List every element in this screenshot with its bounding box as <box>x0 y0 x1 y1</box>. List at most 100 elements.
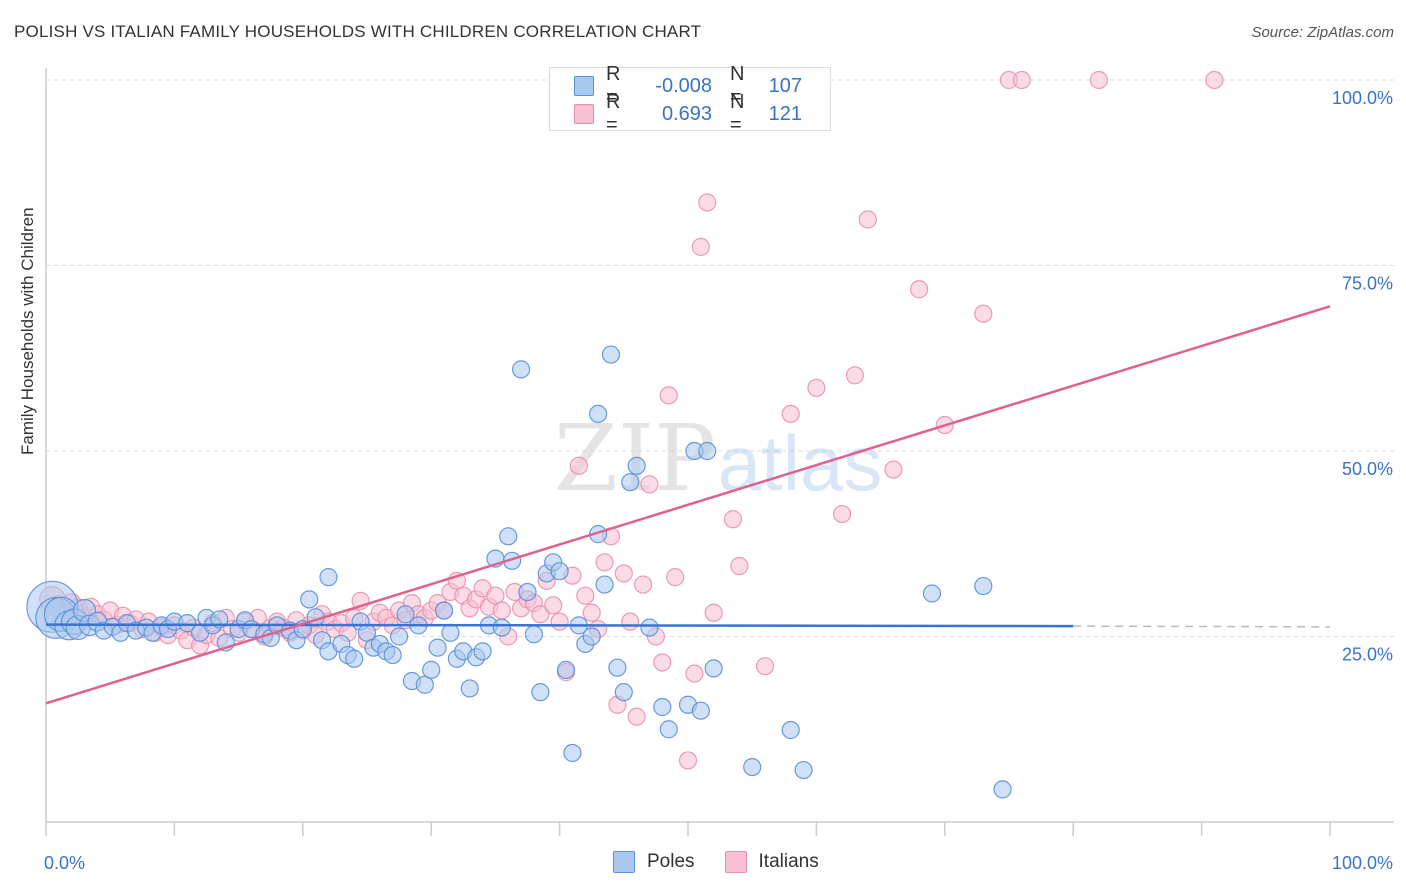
poles-legend-swatch <box>613 851 635 873</box>
poles-point <box>550 562 569 581</box>
italians-point <box>653 653 672 672</box>
poles-point <box>794 760 813 780</box>
poles-point <box>595 575 614 594</box>
poles-point <box>640 618 659 637</box>
r-value: -0.008 <box>655 74 712 97</box>
poles-point <box>511 360 531 379</box>
axes <box>45 68 1394 836</box>
correlation-legend: R = -0.008 N = 107 R = 0.693 N = 121 <box>549 63 831 136</box>
italians-legend-label: Italians <box>758 851 819 872</box>
poles-trend-extension <box>1073 625 1331 628</box>
poles-point <box>621 473 640 492</box>
n-value: 121 <box>768 102 802 125</box>
italians-point <box>704 603 723 622</box>
italians-trend-line <box>45 305 1331 705</box>
legend-row-poles: R = -0.008 N = 107 <box>574 63 802 108</box>
chart-source: Source: ZipAtlas.com <box>1251 24 1394 41</box>
italians-point <box>1205 70 1224 90</box>
italians-point <box>621 612 640 631</box>
n-label: N = <box>730 63 745 108</box>
n-value: 107 <box>768 74 802 97</box>
y-axis-label: Family Households with Children <box>18 207 37 455</box>
y-tick-label: 75.0% <box>1342 274 1393 294</box>
n-label: N = <box>730 91 745 136</box>
italians-legend-swatch <box>724 851 747 873</box>
poles-point <box>441 623 460 642</box>
italians-point <box>659 386 678 405</box>
italians-point <box>807 378 826 398</box>
italians-point <box>755 657 775 676</box>
r-label: R = <box>606 91 621 136</box>
italians-point <box>640 475 659 494</box>
italians-point <box>845 366 865 385</box>
poles-point <box>974 576 993 596</box>
poles-point <box>345 649 364 668</box>
italians-point <box>492 601 511 620</box>
poles-point <box>781 720 800 740</box>
poles-point <box>434 601 454 620</box>
legend-item-poles[interactable]: Poles <box>613 851 695 873</box>
italians-point <box>614 564 633 583</box>
italians-point <box>730 556 749 576</box>
poles-point <box>608 658 627 677</box>
poles-point <box>743 757 762 777</box>
poles-point <box>589 404 608 423</box>
poles-point <box>698 441 717 461</box>
poles-point <box>499 527 518 546</box>
poles-point <box>691 701 710 720</box>
y-tick-label: 25.0% <box>1342 645 1393 665</box>
italians-point <box>781 404 800 423</box>
italians-point <box>569 456 588 475</box>
poles-point <box>422 660 441 679</box>
y-tick-label: 50.0% <box>1342 459 1393 479</box>
poles-point <box>659 720 678 739</box>
poles-point <box>601 345 621 364</box>
r-label: R = <box>606 63 621 108</box>
poles-point <box>396 605 415 624</box>
poles-point <box>492 618 511 637</box>
italians-point <box>531 605 550 624</box>
italians-point <box>691 237 710 257</box>
grid-lines <box>46 79 1394 637</box>
poles-point <box>300 590 319 609</box>
watermark-atlas: atlas <box>718 419 883 507</box>
italians-point <box>666 568 685 587</box>
chart-title: POLISH VS ITALIAN FAMILY HOUSEHOLDS WITH… <box>14 22 702 41</box>
italians-point <box>544 596 563 615</box>
series-legend: Poles Italians <box>613 851 849 873</box>
poles-point <box>178 614 197 633</box>
poles-point <box>653 697 672 717</box>
poles-swatch <box>574 76 594 96</box>
tick-labels: 25.0% 50.0% 75.0% 100.0% 0.0% 100.0% <box>44 88 1393 873</box>
italians-point <box>698 193 717 212</box>
legend-item-italians[interactable]: Italians <box>724 851 819 873</box>
x-tick-label: 100.0% <box>1332 853 1393 873</box>
italians-swatch <box>574 104 594 124</box>
poles-point <box>922 584 942 603</box>
italians-point <box>1089 70 1108 90</box>
x-tick-label: 0.0% <box>44 853 85 873</box>
italians-point <box>858 210 877 229</box>
poles-point <box>518 582 537 602</box>
poles-point <box>627 456 646 475</box>
poles-point <box>473 642 492 661</box>
poles-point <box>428 638 447 657</box>
italians-point <box>910 280 929 299</box>
italians-point <box>884 460 903 479</box>
poles-point <box>319 568 338 587</box>
italians-point <box>1012 70 1031 90</box>
italians-point <box>576 586 595 605</box>
poles-points <box>26 345 1012 799</box>
italians-point <box>633 575 653 594</box>
poles-trend-line <box>45 623 1074 628</box>
poles-point <box>383 645 402 665</box>
poles-point <box>582 627 601 646</box>
y-tick-label: 100.0% <box>1332 88 1393 108</box>
poles-legend-label: Poles <box>647 851 695 872</box>
italians-point <box>582 603 601 622</box>
italians-point <box>627 707 646 726</box>
italians-point <box>595 553 614 572</box>
italians-point <box>723 510 743 529</box>
poles-point <box>556 660 576 679</box>
